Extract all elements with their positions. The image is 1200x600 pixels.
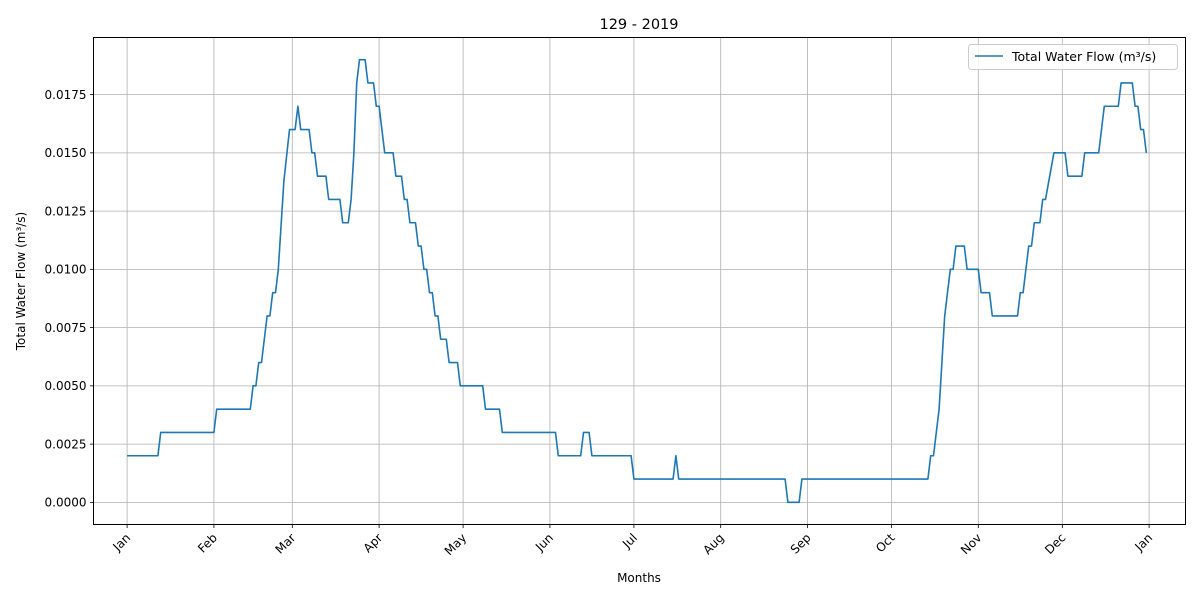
grid [93,37,1186,525]
y-axis-label: Total Water Flow (m³/s) [14,212,28,352]
series-line [127,58,1148,504]
y-tick-label: 0.0025 [45,437,87,451]
plot-area-frame [93,37,1186,525]
y-tick-label: 0.0075 [45,321,87,335]
y-tick-label: 0.0125 [45,204,87,218]
x-axis-label: Months [617,571,661,585]
y-tick-label: 0.0050 [45,379,87,393]
y-tick-label: 0.0100 [45,263,87,277]
legend: Total Water Flow (m³/s) [968,44,1178,70]
y-axis: 0.0000 0.0025 0.0050 0.0075 0.0100 0.0125 0.01… [45,88,94,510]
legend-label: Total Water Flow (m³/s) [1011,49,1156,64]
chart-title: 129 - 2019 [599,17,678,33]
series-layer [127,58,1148,504]
y-tick-label: 0.0150 [45,146,87,160]
legend-box [968,44,1178,70]
y-tick-label: 0.0000 [45,496,87,510]
y-tick-label: 0.0175 [45,88,87,102]
